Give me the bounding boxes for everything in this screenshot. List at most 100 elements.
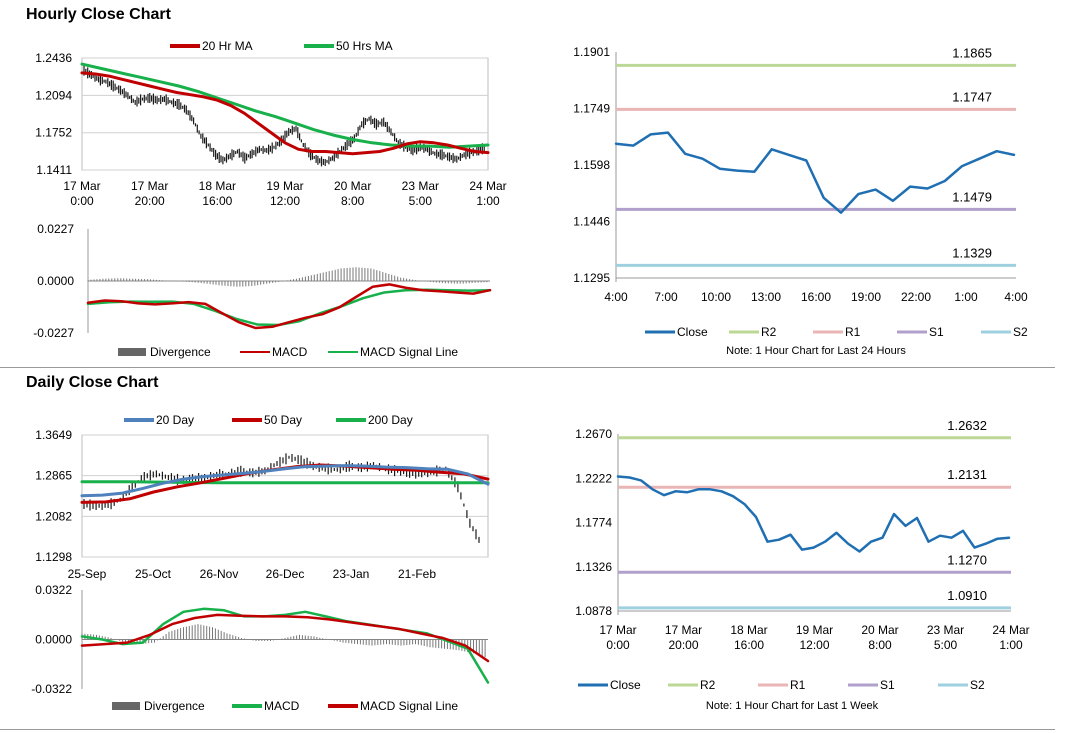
y-tick-label: 1.1598 [573, 158, 610, 172]
x-tick-label: 20 Mar [334, 179, 371, 193]
x-tick-label: 19:00 [851, 290, 881, 304]
y-tick-label: 1.2670 [575, 427, 612, 441]
ma200-line [80, 480, 490, 485]
level-s2-label: 1.0910 [947, 588, 987, 603]
y-tick-label: 1.1901 [573, 45, 610, 59]
legend-macd-signal-label: MACD Signal Line [360, 345, 458, 359]
x-tick-label: 23-Jan [333, 567, 370, 581]
x-tick-label: 20:00 [668, 638, 698, 652]
x-tick-label: 26-Dec [266, 567, 305, 581]
x-tick-label: 21-Feb [398, 567, 436, 581]
x-tick-label: 8:00 [868, 638, 892, 652]
daily-price-chart: 1.3649 1.2865 1.2082 1.1298 25-Sep 25-Oct 26-N… [35, 413, 490, 581]
ma20-line [80, 71, 490, 156]
x-tick-label: 5:00 [934, 638, 958, 652]
hourly-macd-chart: 0.0227 0.0000 -0.0227 Divergence MACD MACD Si… [33, 222, 492, 359]
x-tick-label: 8:00 [341, 194, 365, 208]
legend-close-label: Close [610, 678, 641, 692]
legend-r2-label: R2 [761, 325, 777, 339]
level-r2-label: 1.2632 [947, 418, 987, 433]
close-line [616, 475, 1011, 553]
x-tick-label: 16:00 [801, 290, 831, 304]
section-divider [0, 367, 1055, 368]
x-tick-label: 10:00 [701, 290, 731, 304]
hourly-pivot-chart: 1.1901 1.1749 1.1598 1.1446 1.1295 1.1865 1.17… [573, 45, 1028, 339]
legend-s2-label: S2 [1013, 325, 1028, 339]
daily-macd-chart: 0.0322 0.0000 -0.0322 Divergence MACD MACD Si… [31, 583, 490, 713]
legend-macd-signal-label: MACD Signal Line [360, 699, 458, 713]
x-tick-label: 19 Mar [266, 179, 303, 193]
x-tick-label: 1:00 [954, 290, 978, 304]
legend-ma50-label: 50 Hrs MA [336, 39, 393, 53]
legend-50day-label: 50 Day [264, 413, 302, 427]
y-tick-label: 1.1749 [573, 102, 610, 116]
x-tick-label: 5:00 [409, 194, 433, 208]
y-tick-label: 0.0322 [35, 583, 72, 597]
legend-r2-label: R2 [700, 678, 716, 692]
x-tick-label: 12:00 [270, 194, 300, 208]
legend-divergence-swatch [112, 702, 140, 710]
hourly-section-title: Hourly Close Chart [26, 6, 171, 23]
x-tick-label: 26-Nov [200, 567, 239, 581]
legend-macd-label: MACD [264, 699, 300, 713]
x-tick-label: 17 Mar [599, 623, 636, 637]
daily-section-title: Daily Close Chart [26, 374, 159, 391]
close-line [614, 131, 1016, 214]
x-tick-label: 1:00 [476, 194, 500, 208]
bottom-divider [0, 729, 1055, 730]
x-tick-label: 17 Mar [63, 179, 100, 193]
x-tick-label: 4:00 [604, 290, 628, 304]
ma20-line [80, 464, 490, 498]
x-tick-label: 0:00 [606, 638, 630, 652]
y-tick-label: 1.1298 [35, 550, 72, 564]
y-tick-label: 1.1752 [35, 126, 72, 140]
x-tick-label: 17 Mar [665, 623, 702, 637]
level-s2-label: 1.1329 [952, 245, 992, 260]
y-tick-label: 1.2094 [35, 88, 72, 102]
macd-signal-line [80, 613, 490, 663]
legend-s1-label: S1 [880, 678, 895, 692]
x-tick-label: 23 Mar [402, 179, 439, 193]
x-tick-label: 20 Mar [861, 623, 898, 637]
y-tick-label: -0.0227 [33, 326, 74, 340]
x-tick-label: 4:00 [1004, 290, 1028, 304]
level-r1-label: 1.1747 [952, 89, 992, 104]
y-tick-label: 1.2436 [35, 51, 72, 65]
x-tick-label: 1:00 [999, 638, 1023, 652]
level-r1-label: 1.2131 [947, 467, 987, 482]
legend-ma20-label: 20 Hr MA [202, 39, 253, 53]
legend-r1-label: R1 [845, 325, 861, 339]
x-tick-label: 7:00 [654, 290, 678, 304]
y-tick-label: 1.3649 [35, 428, 72, 442]
x-tick-label: 16:00 [734, 638, 764, 652]
y-tick-label: 1.2082 [35, 509, 72, 523]
y-tick-label: 0.0227 [37, 222, 74, 236]
x-tick-label: 19 Mar [796, 623, 833, 637]
legend-divergence-label: Divergence [144, 699, 205, 713]
y-tick-label: 1.2222 [575, 471, 612, 485]
x-tick-label: 16:00 [202, 194, 232, 208]
legend-s2-label: S2 [970, 678, 985, 692]
macd-line [86, 283, 492, 330]
y-tick-label: 1.2865 [35, 469, 72, 483]
x-tick-label: 20:00 [135, 194, 165, 208]
level-r2-label: 1.1865 [952, 45, 992, 60]
level-s1-label: 1.1479 [952, 189, 992, 204]
hourly-pivot-note: Note: 1 Hour Chart for Last 24 Hours [726, 345, 906, 357]
x-tick-label: 24 Mar [992, 623, 1029, 637]
legend-20day-label: 20 Day [156, 413, 194, 427]
y-tick-label: 1.1411 [36, 163, 72, 177]
x-tick-label: 12:00 [799, 638, 829, 652]
y-tick-label: 1.1326 [575, 560, 612, 574]
legend-200day-label: 200 Day [368, 413, 413, 427]
legend-macd-label: MACD [272, 345, 308, 359]
x-tick-label: 23 Mar [927, 623, 964, 637]
y-tick-label: 1.0878 [575, 604, 612, 618]
y-tick-label: -0.0322 [31, 682, 72, 696]
y-tick-label: 1.1774 [575, 516, 612, 530]
legend-s1-label: S1 [929, 325, 944, 339]
x-tick-label: 22:00 [901, 290, 931, 304]
level-s1-label: 1.1270 [947, 552, 987, 567]
x-tick-label: 18 Mar [199, 179, 236, 193]
